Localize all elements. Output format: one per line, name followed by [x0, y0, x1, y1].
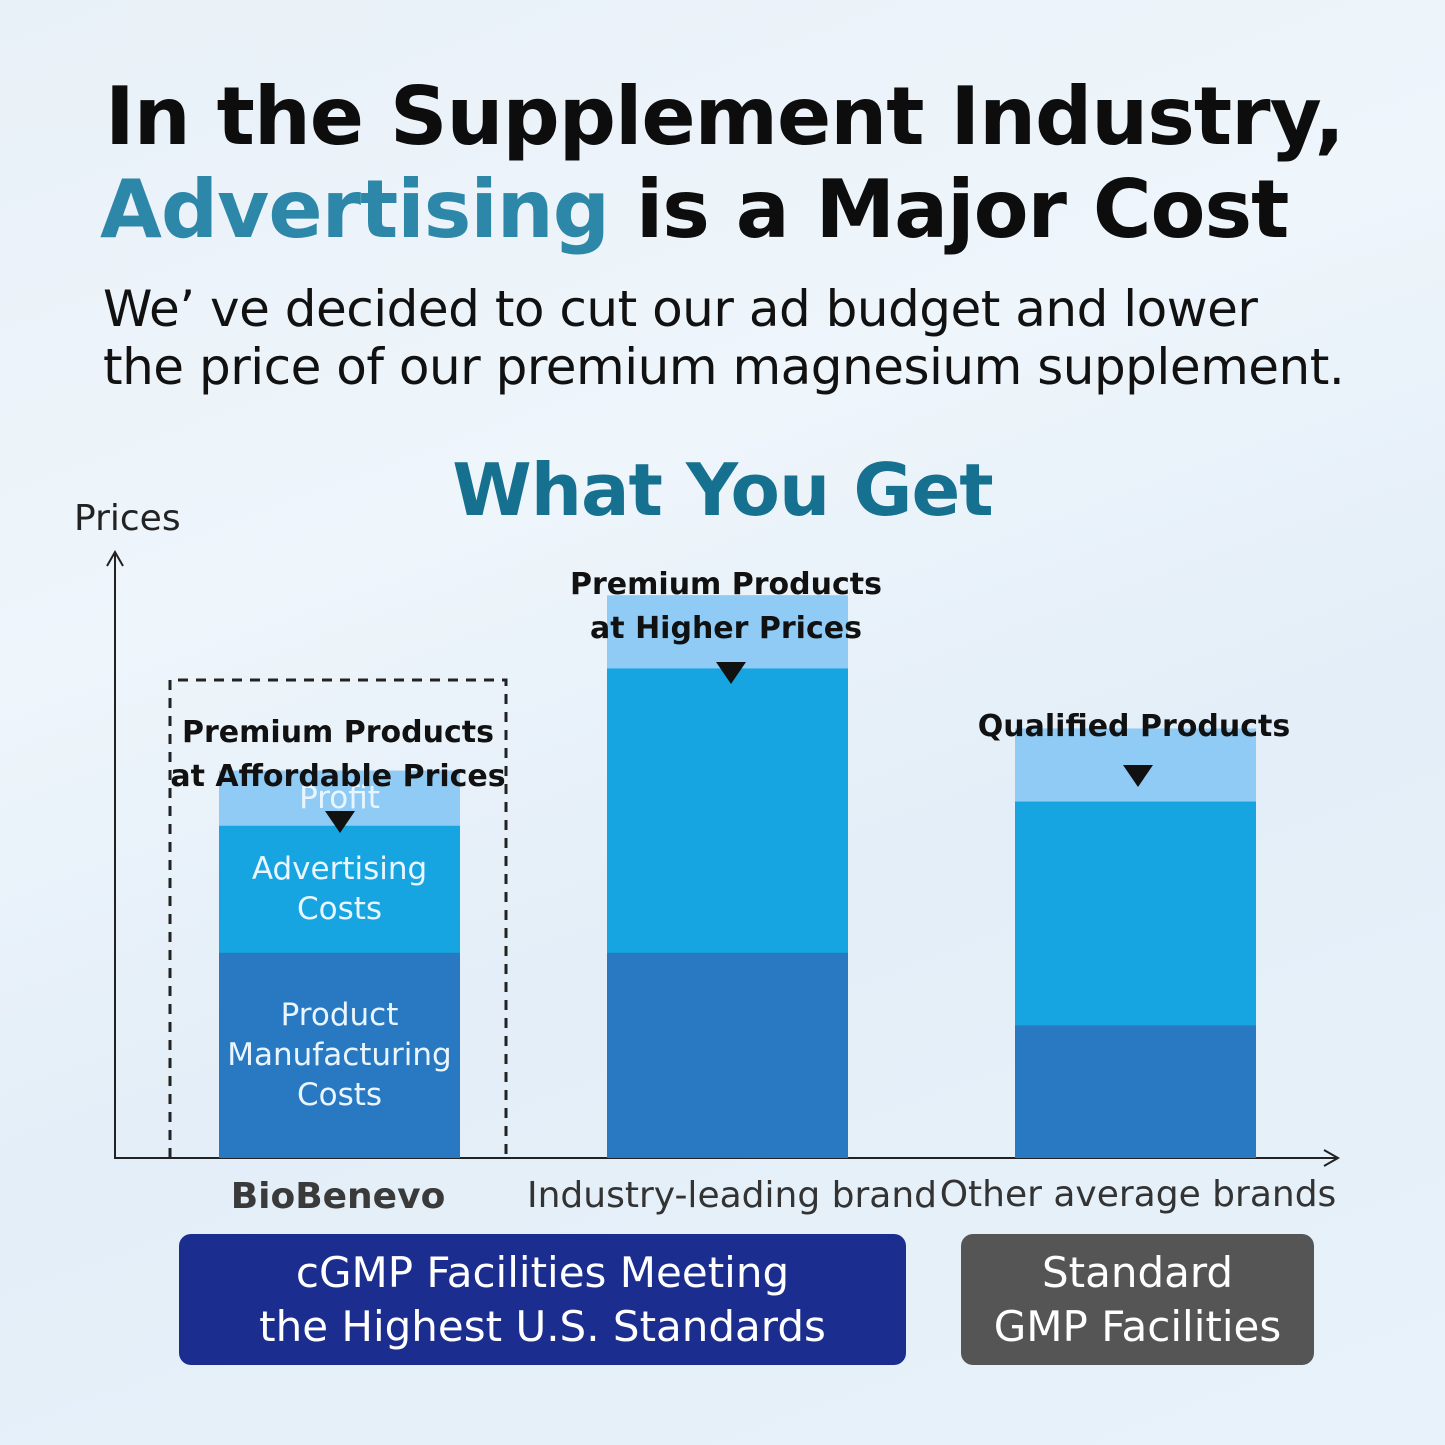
- y-axis-label: Prices: [74, 498, 181, 539]
- segment-label-line: Costs: [296, 890, 383, 927]
- highlight-dashed-box: [168, 678, 508, 1158]
- headline-line-2-rest: is a Major Cost: [608, 163, 1290, 256]
- bar-segment-profit-rounded: [607, 595, 848, 668]
- bar-segment-manufacturing: [1015, 1024, 1256, 1158]
- category-label-other-brands: Other average brands: [939, 1174, 1337, 1215]
- segment-label-line: Manufacturing: [227, 1037, 452, 1074]
- badge-line: the Highest U.S. Standards: [259, 1301, 826, 1351]
- annotation-industry-leading: Premium Products at Higher Prices: [556, 563, 896, 651]
- segment-label-line: Product: [280, 997, 399, 1034]
- segment-label-line: Advertising: [251, 850, 428, 887]
- annotation-line: at Affordable Prices: [170, 759, 506, 794]
- segment-label-advertising: Advertising Costs: [219, 849, 460, 929]
- bar-segment-manufacturing: [607, 952, 848, 1158]
- section-title: What You Get: [452, 448, 993, 532]
- bar-segment-manufacturing: [219, 952, 460, 1158]
- bar-segment-advertising: [219, 825, 460, 953]
- headline-accent-word: Advertising: [100, 163, 610, 256]
- badge-standard-gmp: Standard GMP Facilities: [961, 1234, 1314, 1365]
- annotation-line: Qualified Products: [977, 709, 1291, 744]
- annotation-line: Premium Products: [570, 567, 882, 602]
- annotation-line: at Higher Prices: [590, 611, 862, 646]
- subheading-line-2: the price of our premium magnesium suppl…: [103, 338, 1345, 396]
- bar-segment-advertising: [1015, 801, 1256, 1026]
- badge-line: Standard: [1041, 1247, 1234, 1297]
- badge-cgmp-facilities: cGMP Facilities Meeting the Highest U.S.…: [179, 1234, 906, 1365]
- subheading-line-1: We’ ve decided to cut our ad budget and …: [103, 280, 1258, 338]
- bar-segment-profit-rounded: [1015, 728, 1256, 802]
- category-label-biobenevo: BioBenevo: [230, 1176, 446, 1217]
- segment-label-manufacturing: Product Manufacturing Costs: [219, 995, 460, 1115]
- bar-segment-profit-base: [607, 658, 848, 668]
- category-label-industry-leading: Industry-leading brand: [527, 1175, 937, 1216]
- y-axis-arrow: [106, 549, 124, 567]
- annotation-other-brands: Qualified Products: [964, 705, 1304, 749]
- badge-line: cGMP Facilities Meeting: [295, 1247, 790, 1297]
- headline-line-1: In the Supplement Industry,: [105, 70, 1345, 163]
- headline-line-2: Advertising is a Major Cost: [100, 163, 1290, 256]
- annotation-line: Premium Products: [182, 715, 494, 750]
- x-axis-arrow: [1323, 1149, 1341, 1167]
- segment-label-profit: Profit: [219, 778, 460, 818]
- segment-label-line: Costs: [296, 1077, 383, 1114]
- badge-line: GMP Facilities: [993, 1301, 1282, 1351]
- bar-segment-profit-rounded: [219, 770, 460, 826]
- bar-segment-labels: Profit Advertising Costs Product Manufac…: [219, 0, 460, 1445]
- segment-label-line: Profit: [299, 780, 380, 817]
- annotation-biobenevo: Premium Products at Affordable Prices: [170, 711, 506, 799]
- bar-segment-profit-base: [1015, 792, 1256, 802]
- subheading: We’ ve decided to cut our ad budget and …: [103, 280, 1345, 396]
- bar-segment-advertising: [607, 667, 848, 953]
